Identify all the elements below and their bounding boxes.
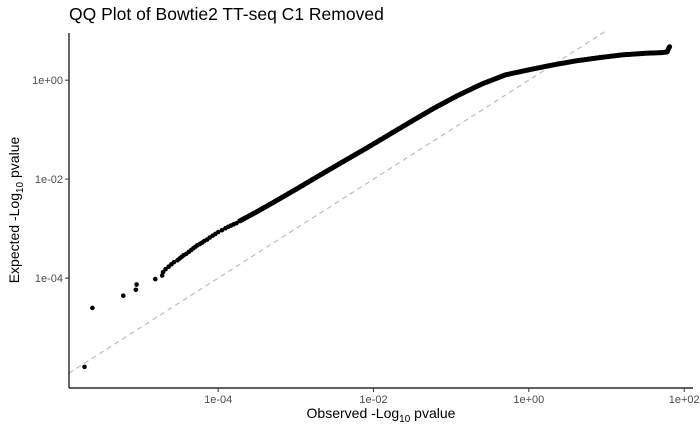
points-layer <box>82 44 673 370</box>
data-point <box>120 293 126 299</box>
x-tick-label: 1e-02 <box>359 394 387 406</box>
x-tick-label: 1e+02 <box>669 394 700 406</box>
reference-line-layer <box>68 30 607 374</box>
x-tick-label: 1e-04 <box>204 394 232 406</box>
chart-title: QQ Plot of Bowtie2 TT-seq C1 Removed <box>69 4 384 24</box>
x-axis-ticks: 1e-04 1e-02 1e+00 1e+02 <box>204 388 700 406</box>
y-tick-label: 1e+00 <box>32 75 63 87</box>
data-point <box>219 227 225 233</box>
x-tick-label: 1e+00 <box>513 394 544 406</box>
x-axis-title: Observed -Log10 pvalue <box>307 405 456 425</box>
y-tick-label: 1e-02 <box>35 174 63 186</box>
data-point <box>90 305 95 311</box>
y-tick-label: 1e-04 <box>35 273 63 285</box>
data-point <box>667 44 673 50</box>
data-point <box>133 287 139 293</box>
y-axis-title: Expected -Log10 pvalue <box>6 137 26 284</box>
data-point <box>215 229 221 235</box>
data-point <box>152 276 158 282</box>
data-point <box>82 364 87 370</box>
y-axis-ticks: 1e-04 1e-02 1e+00 <box>32 75 69 285</box>
data-point <box>134 282 139 287</box>
reference-line <box>68 30 607 374</box>
data-point <box>163 266 168 272</box>
data-point <box>171 259 177 265</box>
